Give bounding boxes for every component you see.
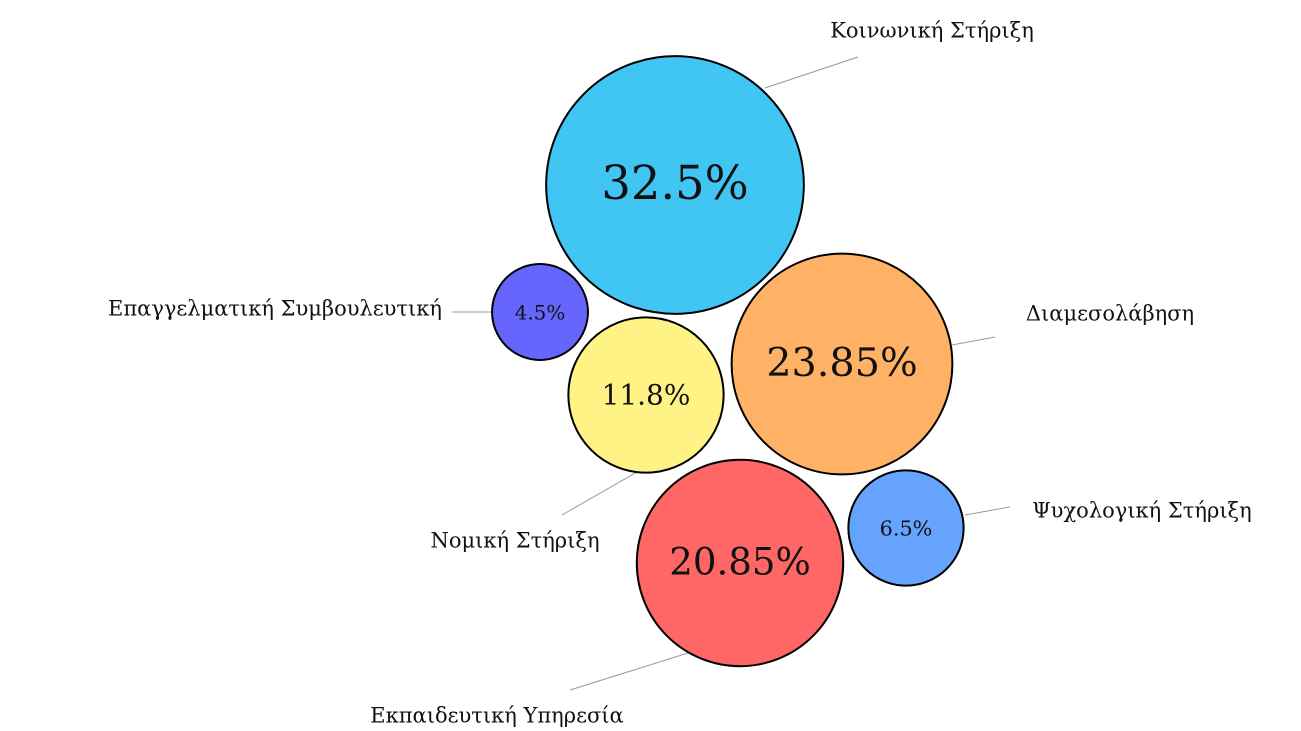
category-label: Κοινωνική Στήριξη: [830, 19, 1034, 43]
leader-line: [951, 336, 996, 346]
bubble: [730, 252, 954, 476]
bubble: [635, 458, 845, 668]
value-label: 32.5%: [601, 156, 748, 210]
leader-line: [964, 506, 1011, 516]
value-label: 4.5%: [515, 301, 566, 325]
value-label: 20.85%: [669, 541, 811, 584]
bubble: [847, 469, 965, 587]
leader-line: [569, 652, 689, 691]
bubble: [545, 55, 805, 315]
value-label: 23.85%: [766, 340, 917, 386]
category-label: Νομική Στήριξη: [430, 529, 599, 553]
category-label: Ψυχολογική Στήριξη: [1032, 499, 1251, 523]
bubble: [491, 263, 589, 361]
bubble: [567, 316, 725, 474]
category-label: Εκπαιδευτική Υπηρεσία: [370, 704, 623, 728]
category-label: Διαμεσολάβηση: [1026, 302, 1194, 326]
category-label: Επαγγελματική Συμβουλευτική: [108, 297, 442, 321]
leader-line: [764, 56, 859, 89]
value-label: 6.5%: [880, 517, 933, 541]
leader-line: [561, 471, 638, 516]
value-label: 11.8%: [602, 379, 691, 412]
